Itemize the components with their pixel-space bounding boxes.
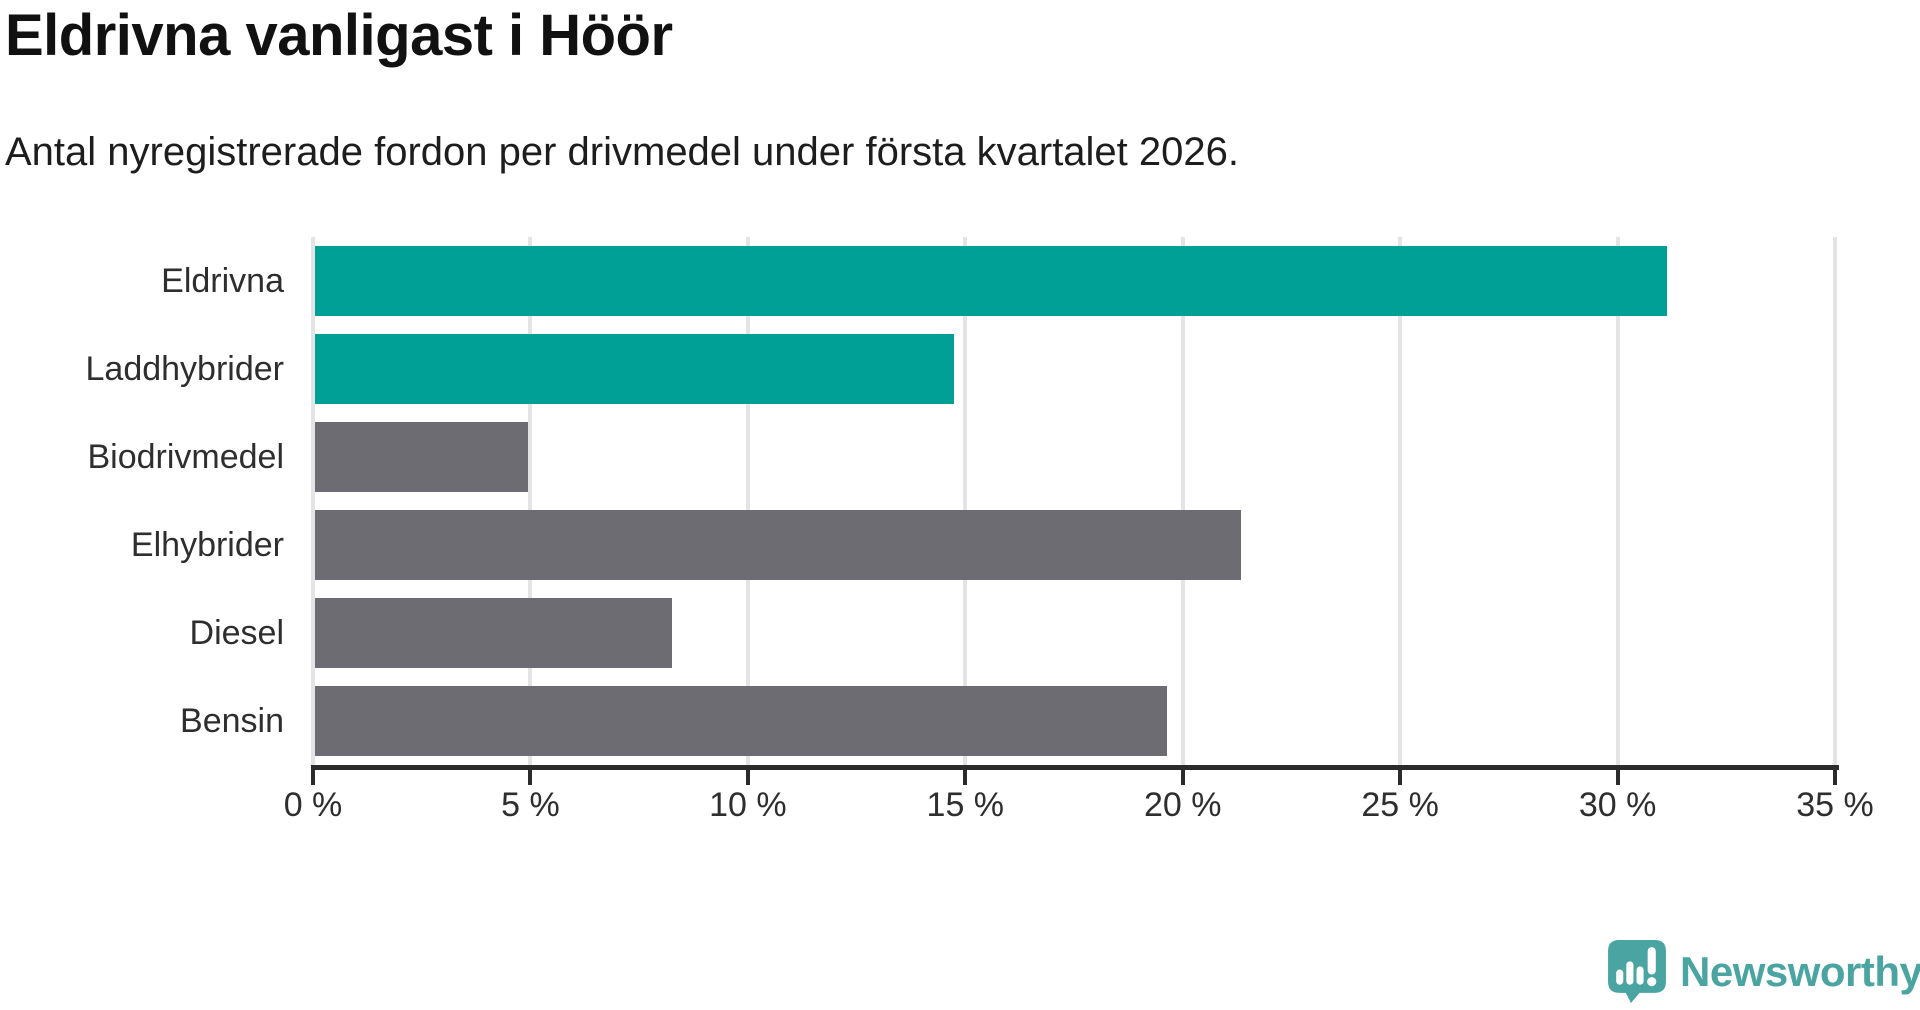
gridline <box>1398 237 1403 765</box>
gridline <box>963 237 968 765</box>
y-axis-labels: Eldrivna Laddhybrider Biodrivmedel Elhybrid… <box>0 237 284 765</box>
y-axis-label: Bensin <box>180 701 284 740</box>
x-tick-label: 20 % <box>1143 786 1222 824</box>
chart-title: Eldrivna vanligast i Höör <box>5 3 673 68</box>
bar-bensin <box>315 686 1168 756</box>
x-tick-label: 15 % <box>926 786 1005 824</box>
chart-subtitle: Antal nyregistrerade fordon per drivmede… <box>5 130 1240 174</box>
y-axis-label: Biodrivmedel <box>87 437 284 476</box>
x-tick <box>1833 770 1837 785</box>
newsworthy-logo: Newsworthy <box>1608 940 1920 1003</box>
x-tick <box>528 770 533 785</box>
y-axis-label: Elhybrider <box>130 525 284 564</box>
x-tick <box>1398 770 1403 785</box>
gridline <box>1833 237 1837 765</box>
x-tick <box>1615 770 1620 785</box>
x-tick-label: 0 % <box>283 786 343 824</box>
gridline <box>528 237 533 765</box>
bar-biodrivmedel <box>315 422 529 492</box>
gridline <box>1615 237 1620 765</box>
x-tick-label: 25 % <box>1361 786 1439 824</box>
y-axis-label: Laddhybrider <box>85 349 284 388</box>
bar-elhybrider <box>315 510 1242 580</box>
x-tick-label: 35 % <box>1796 786 1874 824</box>
plot-area <box>311 237 1837 765</box>
gridline <box>745 237 750 765</box>
gridline <box>1180 237 1185 765</box>
y-axis-label: Diesel <box>189 613 284 652</box>
bar-eldrivna <box>315 246 1668 316</box>
x-axis-line <box>311 765 1839 770</box>
bar-laddhybrider <box>315 334 955 404</box>
x-tick <box>311 770 315 785</box>
x-tick-label: 5 % <box>501 786 560 824</box>
bar-diesel <box>315 598 672 668</box>
x-tick-label: 30 % <box>1578 786 1657 824</box>
y-axis-label: Eldrivna <box>161 261 284 300</box>
x-tick-label: 10 % <box>709 786 787 824</box>
newsworthy-wordmark: Newsworthy <box>1680 947 1920 995</box>
x-tick <box>745 770 750 785</box>
x-tick <box>1180 770 1185 785</box>
newsworthy-speech-bubble-chart-icon <box>1608 940 1666 1003</box>
x-tick <box>963 770 968 785</box>
gridline <box>311 237 315 765</box>
